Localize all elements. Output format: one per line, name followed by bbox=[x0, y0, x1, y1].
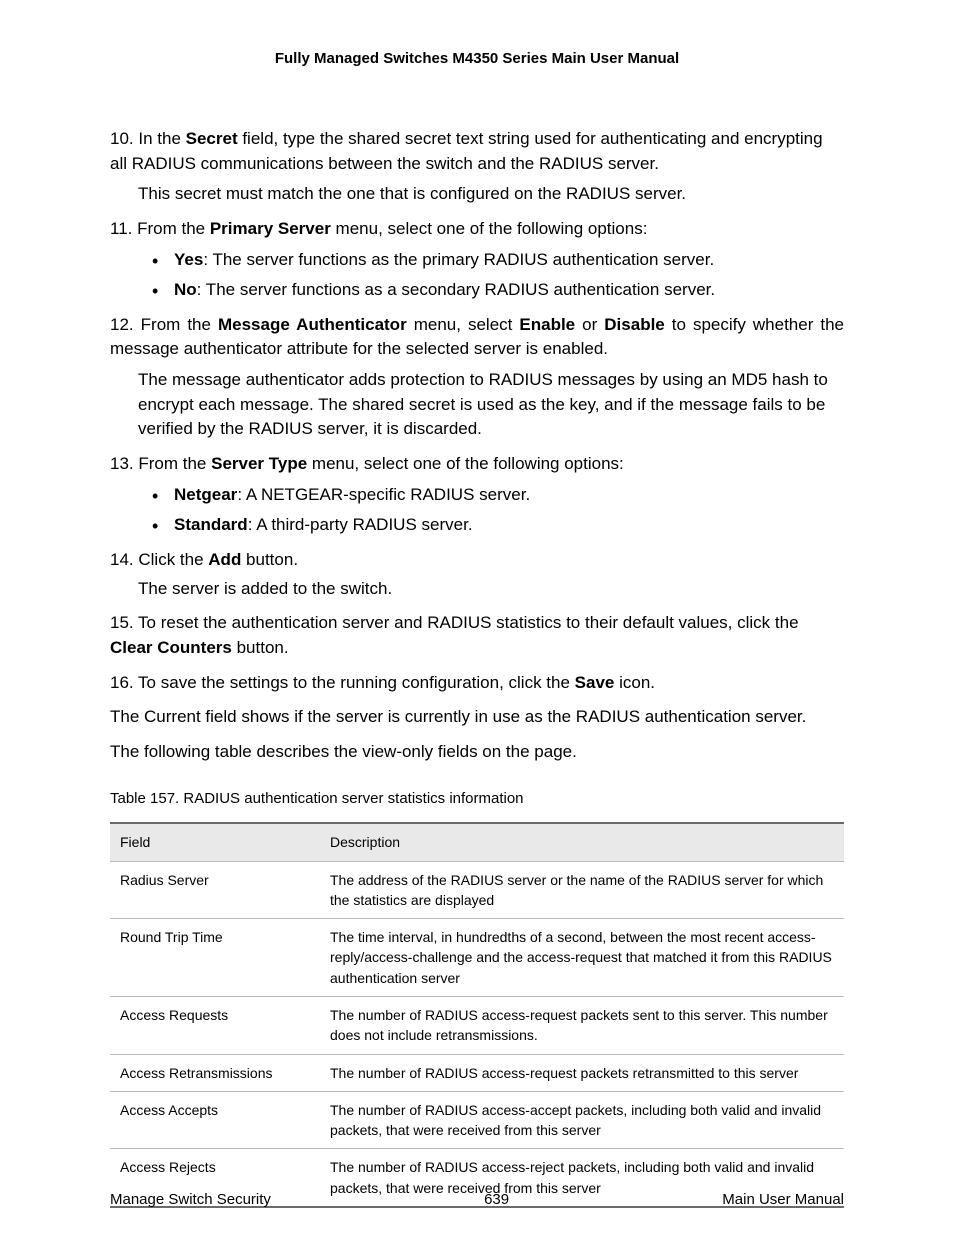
col-field: Field bbox=[110, 823, 320, 861]
step-followup: The server is added to the switch. bbox=[138, 577, 844, 602]
step-text: From the Primary Server menu, select one… bbox=[132, 219, 647, 238]
page: Fully Managed Switches M4350 Series Main… bbox=[0, 0, 954, 1248]
option-disable: Disable bbox=[604, 315, 664, 334]
menu-primary-server: Primary Server bbox=[210, 219, 331, 238]
cell-field: Radius Server bbox=[110, 861, 320, 919]
menu-server-type: Server Type bbox=[211, 454, 307, 473]
step-followup: This secret must match the one that is c… bbox=[138, 182, 844, 207]
table-caption: Table 157. RADIUS authentication server … bbox=[110, 788, 844, 810]
stats-table: Field Description Radius ServerThe addre… bbox=[110, 822, 844, 1208]
cell-field: Access Accepts bbox=[110, 1091, 320, 1149]
page-header: Fully Managed Switches M4350 Series Main… bbox=[110, 50, 844, 67]
step-14: 14. Click the Add button. The server is … bbox=[110, 548, 844, 601]
paragraph: The Current field shows if the server is… bbox=[110, 705, 844, 730]
cell-field: Round Trip Time bbox=[110, 919, 320, 997]
step-10: 10. In the Secret field, type the shared… bbox=[110, 127, 844, 207]
cell-field: Access Requests bbox=[110, 996, 320, 1054]
step-text: To save the settings to the running conf… bbox=[134, 673, 655, 692]
step-number: 14. bbox=[110, 550, 134, 569]
step-13: 13. From the Server Type menu, select on… bbox=[110, 452, 844, 538]
step-number: 11. bbox=[110, 219, 132, 238]
step-text: In the Secret field, type the shared sec… bbox=[110, 129, 823, 173]
field-secret: Secret bbox=[186, 129, 238, 148]
step-text: From the Server Type menu, select one of… bbox=[134, 454, 624, 473]
cell-desc: The time interval, in hundredths of a se… bbox=[320, 919, 844, 997]
cell-desc: The number of RADIUS access-accept packe… bbox=[320, 1091, 844, 1149]
option-standard: Standard: A third-party RADIUS server. bbox=[152, 513, 844, 538]
step-text: To reset the authentication server and R… bbox=[110, 613, 799, 657]
option-yes: Yes: The server functions as the primary… bbox=[152, 248, 844, 273]
option-no: No: The server functions as a secondary … bbox=[152, 278, 844, 303]
table-row: Round Trip TimeThe time interval, in hun… bbox=[110, 919, 844, 997]
button-clear-counters: Clear Counters bbox=[110, 638, 232, 657]
content: 10. In the Secret field, type the shared… bbox=[110, 127, 844, 1208]
step-number: 16. bbox=[110, 673, 134, 692]
icon-save-ref: Save bbox=[575, 673, 615, 692]
option-list: Yes: The server functions as the primary… bbox=[152, 248, 844, 303]
cell-desc: The number of RADIUS access-request pack… bbox=[320, 996, 844, 1054]
step-16: 16. To save the settings to the running … bbox=[110, 671, 844, 696]
step-followup: The message authenticator adds protectio… bbox=[138, 368, 844, 442]
step-11: 11. From the Primary Server menu, select… bbox=[110, 217, 844, 303]
step-text: Click the Add button. bbox=[134, 550, 298, 569]
paragraph: The following table describes the view-o… bbox=[110, 740, 844, 765]
col-description: Description bbox=[320, 823, 844, 861]
table-row: Access RetransmissionsThe number of RADI… bbox=[110, 1054, 844, 1091]
footer-page-number: 639 bbox=[484, 1191, 509, 1208]
option-list: Netgear: A NETGEAR-specific RADIUS serve… bbox=[152, 483, 844, 538]
menu-message-auth: Message Authenticator bbox=[218, 315, 407, 334]
footer-left: Manage Switch Security bbox=[110, 1191, 271, 1208]
footer-right: Main User Manual bbox=[722, 1191, 844, 1208]
table-header-row: Field Description bbox=[110, 823, 844, 861]
cell-field: Access Retransmissions bbox=[110, 1054, 320, 1091]
step-15: 15. To reset the authentication server a… bbox=[110, 611, 844, 660]
step-number: 13. bbox=[110, 454, 134, 473]
step-number: 15. bbox=[110, 613, 134, 632]
cell-desc: The number of RADIUS access-request pack… bbox=[320, 1054, 844, 1091]
step-number: 12. bbox=[110, 315, 134, 334]
step-text: From the Message Authenticator menu, sel… bbox=[110, 315, 844, 359]
cell-desc: The address of the RADIUS server or the … bbox=[320, 861, 844, 919]
option-netgear: Netgear: A NETGEAR-specific RADIUS serve… bbox=[152, 483, 844, 508]
step-number: 10. bbox=[110, 129, 134, 148]
option-enable: Enable bbox=[519, 315, 575, 334]
button-add: Add bbox=[208, 550, 241, 569]
step-12: 12. From the Message Authenticator menu,… bbox=[110, 313, 844, 442]
table-row: Access RequestsThe number of RADIUS acce… bbox=[110, 996, 844, 1054]
table-row: Radius ServerThe address of the RADIUS s… bbox=[110, 861, 844, 919]
page-footer: Manage Switch Security 639 Main User Man… bbox=[110, 1191, 844, 1208]
table-row: Access AcceptsThe number of RADIUS acces… bbox=[110, 1091, 844, 1149]
step-list: 10. In the Secret field, type the shared… bbox=[110, 127, 844, 695]
